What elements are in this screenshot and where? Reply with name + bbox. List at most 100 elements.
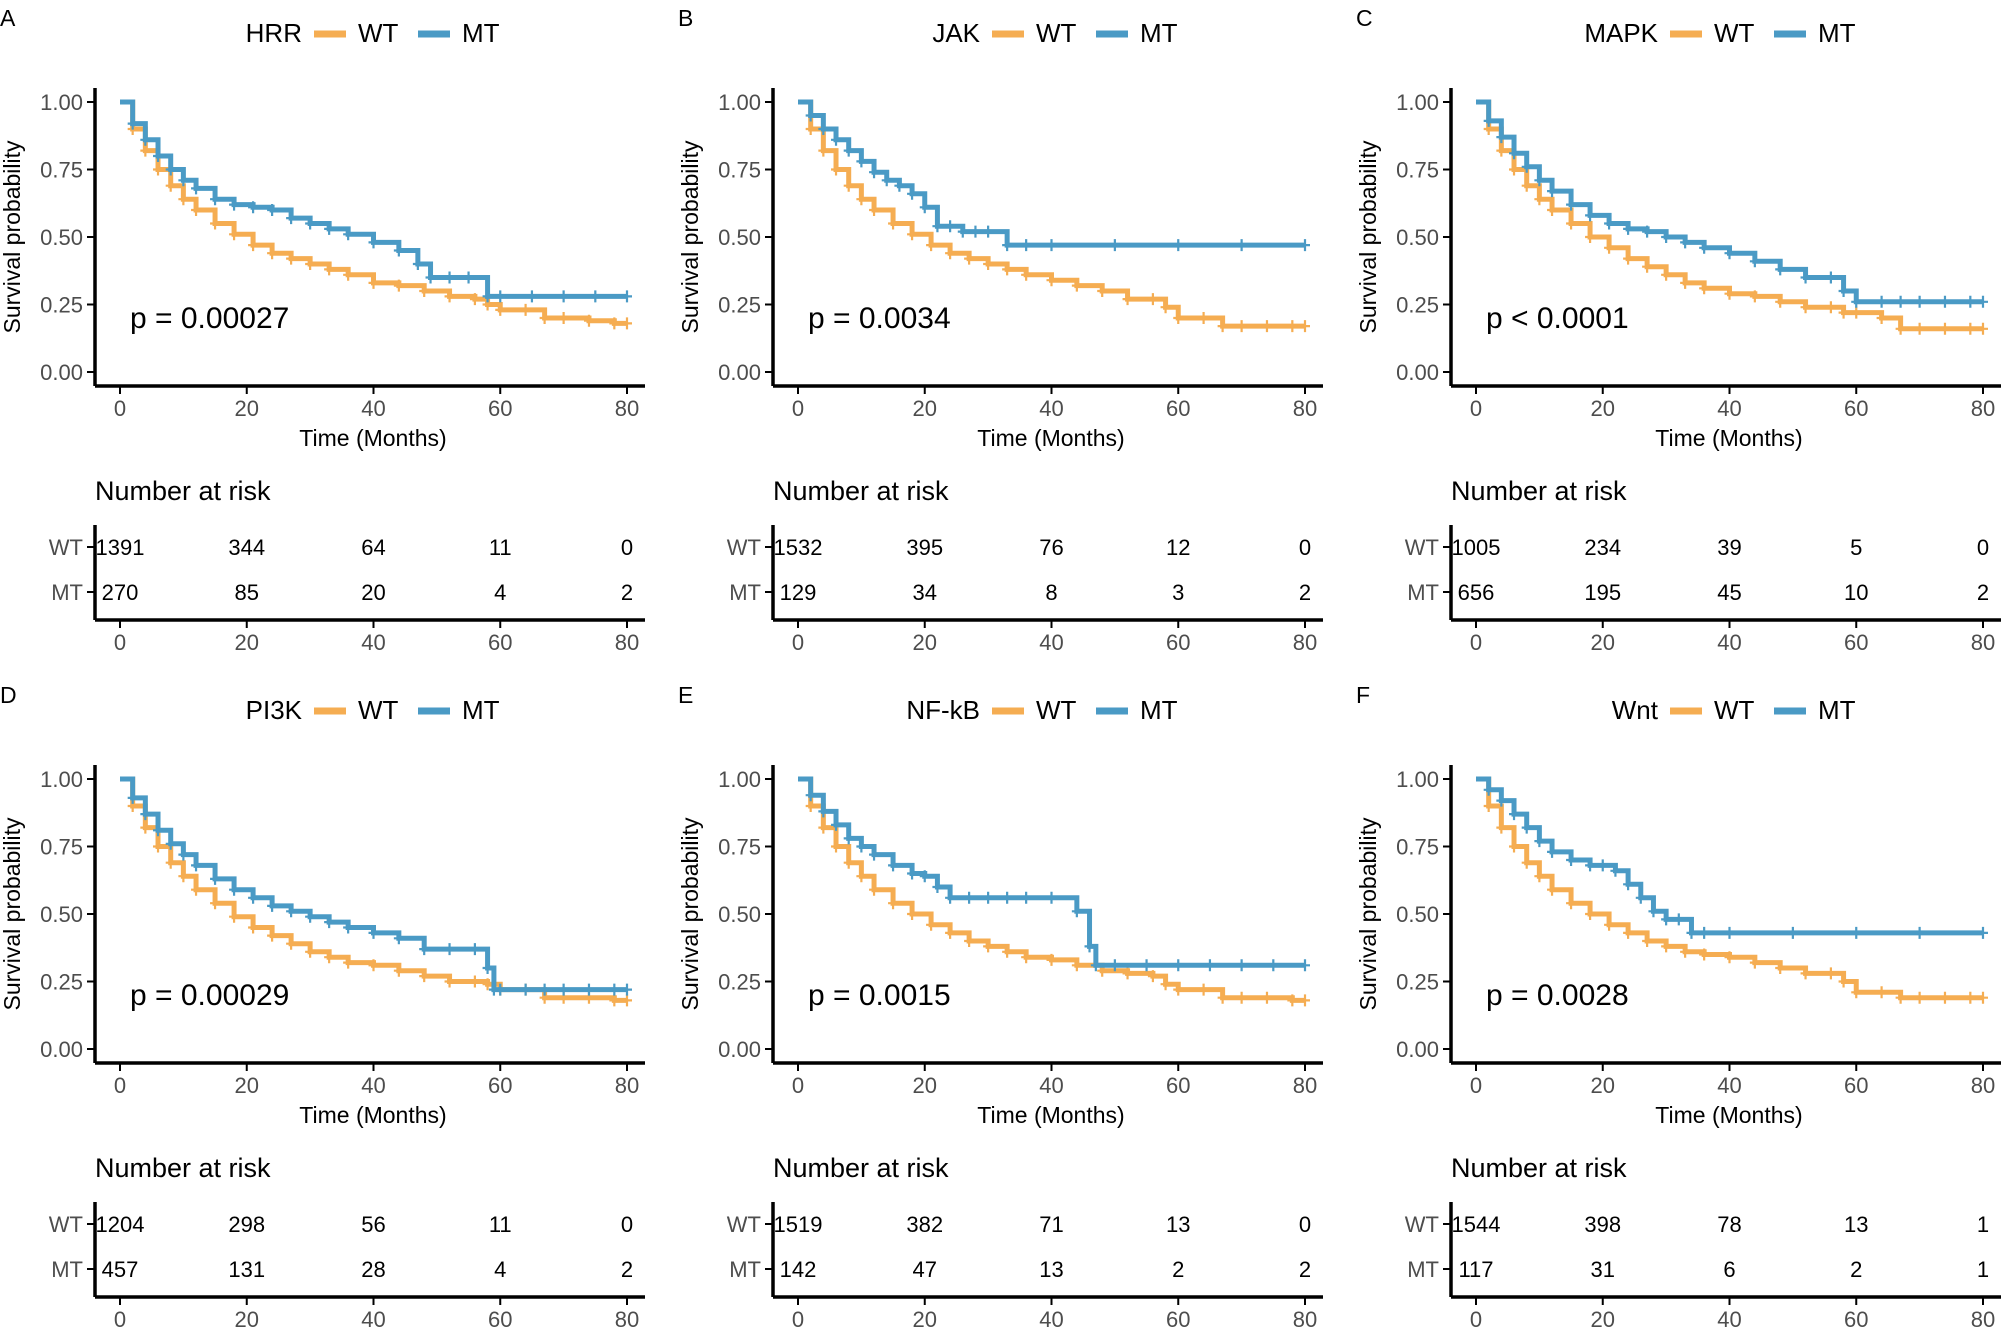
censor-mark [1851,986,1862,999]
risk-x-tick-label: 20 [913,630,937,655]
series-mt [1476,99,1988,308]
censor-mark [165,179,176,192]
censor-mark [343,228,354,241]
y-tick-label: 1.00 [718,90,761,115]
censor-mark [1509,840,1520,853]
censor-mark [191,883,202,896]
censor-mark [609,994,620,1007]
censor-mark [622,983,632,996]
censor-mark [305,258,316,270]
censor-mark [805,109,816,122]
risk-count: 2 [1977,580,1989,605]
censor-mark [1699,241,1710,254]
y-tick-label: 0.25 [718,293,761,318]
censor-mark [970,225,981,238]
series-mt [120,99,632,303]
censor-mark [983,225,994,238]
censor-mark [1236,320,1247,333]
x-tick-label: 40 [1717,1073,1741,1098]
censor-mark [945,247,956,260]
risk-count: 344 [228,535,265,560]
risk-x-tick-label: 80 [1293,1307,1317,1328]
censor-mark [1173,959,1184,972]
censor-mark [178,870,189,883]
series-wt [1476,776,1988,1004]
censor-mark [191,859,202,872]
censor-mark [945,926,956,939]
censor-mark [1300,320,1310,333]
censor-mark [495,290,506,303]
censor-mark [368,959,379,972]
censor-mark [286,212,297,225]
censor-mark [919,201,930,214]
censor-mark [191,204,202,216]
censor-mark [888,217,899,230]
censor-mark [444,290,455,303]
censor-mark [1978,295,1988,308]
censor-mark [558,312,569,324]
censor-mark [469,943,480,956]
y-axis-title: Survival probability [0,817,25,1011]
censor-mark [1173,312,1184,324]
y-tick-label: 0.00 [40,360,83,385]
censor-mark [558,983,569,996]
x-axis-title: Time (Months) [1655,1102,1802,1128]
censor-mark [1642,260,1653,273]
censor-mark [1198,312,1209,324]
censor-mark [1236,959,1247,972]
legend-wt-label: WT [358,18,399,48]
censor-mark [324,263,335,276]
risk-x-tick-label: 40 [1717,1307,1741,1328]
risk-count: 2 [1299,1257,1311,1282]
censor-mark [609,983,620,996]
censor-mark [267,247,278,260]
censor-mark [1825,967,1836,980]
censor-mark [1597,859,1608,872]
censor-mark [843,856,854,869]
censor-mark [520,303,531,316]
censor-mark [267,929,278,942]
censor-mark [1002,239,1013,252]
risk-table-title: Number at risk [1451,1153,1627,1183]
censor-mark [1965,322,1976,335]
panel-F: F Wnt WT MT0.000.250.500.751.000 20 40 60 80Tim… [1355,682,2001,1328]
x-axis-title: Time (Months) [977,1102,1124,1128]
p-value: p = 0.00029 [130,979,289,1012]
censor-mark [444,975,455,988]
risk-x-tick-label: 0 [792,630,804,655]
y-tick-label: 0.75 [1396,835,1439,860]
x-tick-label: 80 [1293,396,1317,421]
censor-mark [1483,114,1494,127]
censor-mark [127,117,138,130]
censor-mark [191,182,202,195]
risk-count: 4 [494,1257,506,1282]
censor-mark [1071,959,1082,972]
censor-mark [539,983,550,996]
risk-count: 0 [621,1212,633,1237]
x-axis-title: Time (Months) [299,425,446,451]
censor-mark [1749,290,1760,303]
censor-mark [153,163,164,176]
series-wt [798,776,1310,1007]
censor-mark [1547,845,1558,858]
censor-mark [1749,956,1760,969]
x-tick-label: 20 [913,1073,937,1098]
risk-count: 13 [1844,1212,1868,1237]
risk-count: 1 [1977,1257,1989,1282]
censor-mark [1534,193,1545,206]
legend-wt-label: WT [1036,18,1077,48]
censor-mark [482,962,493,974]
risk-count: 20 [361,580,385,605]
censor-mark [957,225,968,238]
censor-mark [1585,231,1596,243]
censor-mark [1978,322,1988,335]
risk-count: 12 [1166,535,1190,560]
censor-mark [1534,835,1545,848]
risk-count: 6 [1723,1257,1735,1282]
censor-mark [1496,131,1507,144]
censor-mark [393,932,404,945]
risk-x-tick-label: 0 [114,630,126,655]
censor-mark [343,921,354,934]
censor-mark [153,150,164,162]
censor-mark [495,983,506,996]
